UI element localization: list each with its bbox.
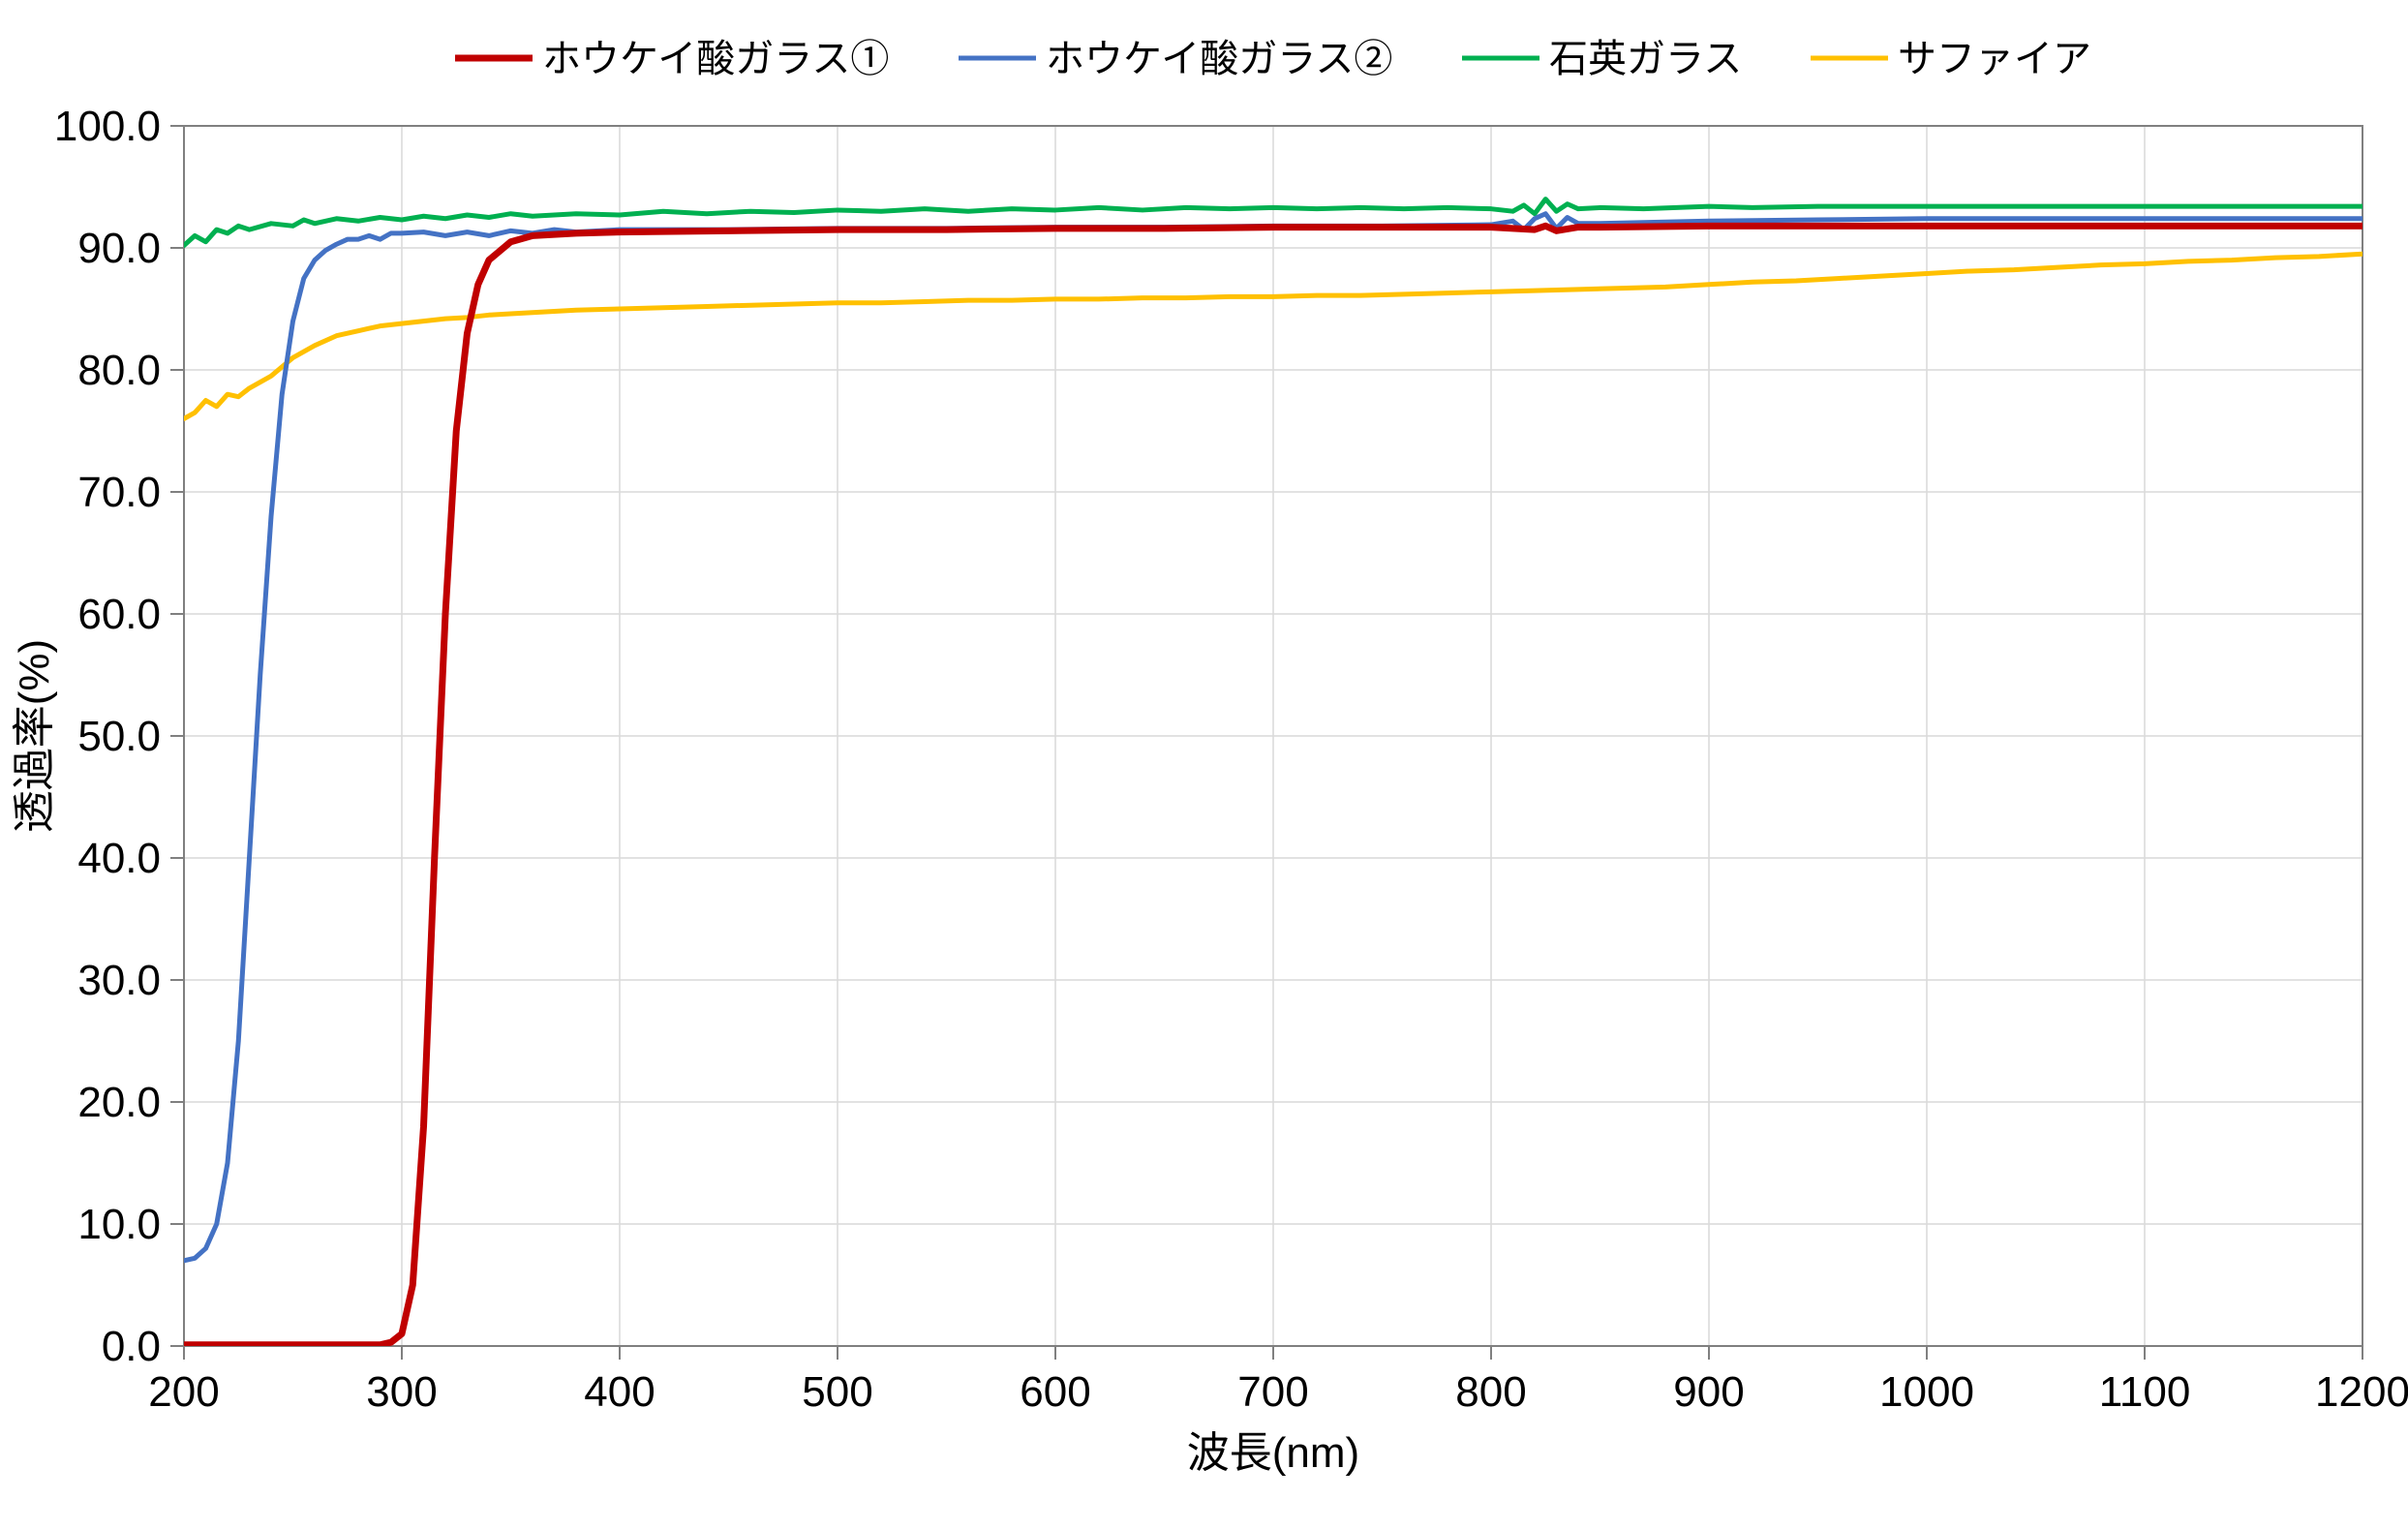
y-tick-label: 90.0 [77, 225, 161, 272]
x-tick-label: 300 [366, 1368, 437, 1416]
x-tick-label: 1200 [2315, 1368, 2408, 1416]
y-tick-label: 50.0 [77, 713, 161, 760]
legend-label: ホウケイ酸ガラス① [542, 38, 889, 80]
y-tick-label: 40.0 [77, 835, 161, 882]
x-tick-label: 800 [1455, 1368, 1526, 1416]
y-tick-label: 80.0 [77, 347, 161, 394]
y-tick-label: 30.0 [77, 957, 161, 1004]
y-tick-label: 100.0 [54, 103, 161, 150]
y-axis-label: 透過率(%) [11, 639, 58, 833]
y-tick-label: 0.0 [102, 1323, 161, 1370]
x-tick-label: 700 [1237, 1368, 1308, 1416]
x-tick-label: 600 [1020, 1368, 1090, 1416]
y-tick-label: 20.0 [77, 1079, 161, 1126]
x-tick-label: 1100 [2099, 1368, 2191, 1416]
x-tick-label: 900 [1673, 1368, 1744, 1416]
x-tick-label: 200 [148, 1368, 219, 1416]
x-axis-label: 波長(nm) [1187, 1429, 1359, 1477]
chart-svg: 200 300 400 500 600 700 800 900 1000 1100 1200 0.0 1… [0, 0, 2408, 1530]
x-tick-label: 1000 [1879, 1368, 1974, 1416]
y-tick-label: 10.0 [77, 1201, 161, 1248]
x-tick-label: 400 [584, 1368, 655, 1416]
transmittance-chart: 200 300 400 500 600 700 800 900 1000 1100 1200 0.0 1… [0, 0, 2408, 1530]
x-tick-label: 500 [802, 1368, 872, 1416]
y-tick-label: 60.0 [77, 591, 161, 638]
legend-label: サファイア [1898, 38, 2091, 80]
legend-label: ホウケイ酸ガラス② [1046, 38, 1392, 80]
y-tick-label: 70.0 [77, 469, 161, 516]
legend-label: 石英ガラス [1549, 38, 1742, 80]
